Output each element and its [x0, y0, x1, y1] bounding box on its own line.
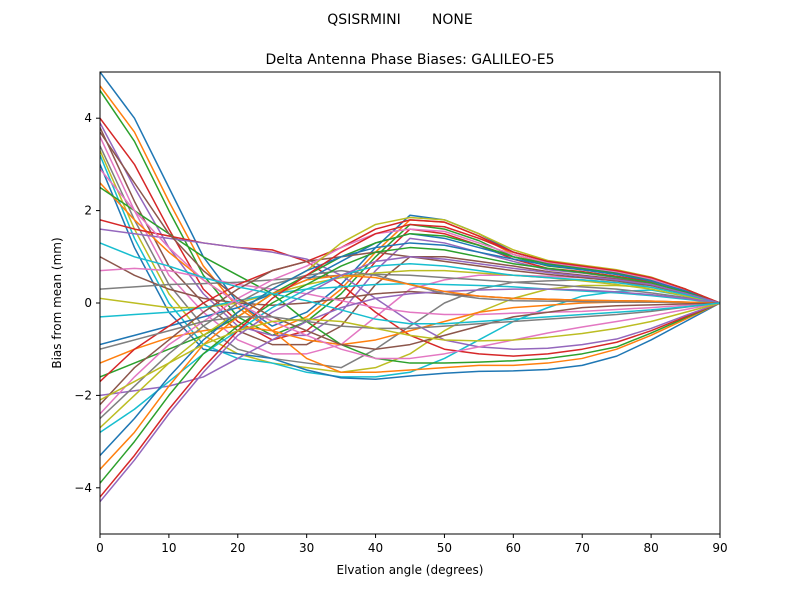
series-layer [100, 72, 720, 503]
x-tick-label: 0 [96, 541, 104, 555]
x-tick-label: 70 [575, 541, 590, 555]
series-line-s25 [100, 288, 720, 397]
series-line-s38 [100, 302, 720, 350]
x-axis-label: Elvation angle (degrees) [337, 563, 484, 577]
series-line-s35 [100, 256, 720, 503]
series-line-s29 [100, 216, 720, 429]
x-tick-label: 30 [299, 541, 314, 555]
chart-title: Delta Antenna Phase Biases: GALILEO-E5 [265, 52, 554, 68]
series-line-s36 [100, 131, 720, 350]
x-tick-label: 80 [643, 541, 658, 555]
y-axis-label: Bias from mean (mm) [50, 237, 64, 368]
series-line-s39 [100, 302, 720, 401]
series-line-s18 [100, 273, 720, 304]
y-tick-label: 0 [84, 296, 92, 310]
series-line-s31 [100, 242, 720, 456]
series-line-s40 [100, 242, 720, 325]
series-line-s13 [100, 186, 720, 364]
figure-suptitle: QSISRMINI NONE [327, 12, 472, 28]
x-axis: 0 10 20 30 40 50 60 70 80 90 [96, 534, 728, 555]
series-line-s15 [100, 228, 720, 350]
series-line-s20 [100, 282, 720, 318]
y-axis: −4 −2 0 2 4 [74, 111, 100, 495]
x-tick-label: 40 [368, 541, 383, 555]
y-tick-label: 4 [84, 111, 92, 125]
series-line-s33 [100, 246, 720, 484]
x-tick-label: 60 [506, 541, 521, 555]
y-tick-label: 2 [84, 204, 92, 218]
y-tick-label: −2 [74, 388, 92, 402]
series-line-s11 [100, 164, 720, 380]
x-tick-label: 90 [712, 541, 727, 555]
x-tick-label: 20 [230, 541, 245, 555]
series-line-s37 [100, 168, 720, 360]
series-line-s34 [100, 223, 720, 498]
y-tick-label: −4 [74, 481, 92, 495]
x-tick-label: 10 [161, 541, 176, 555]
x-tick-label: 50 [437, 541, 452, 555]
